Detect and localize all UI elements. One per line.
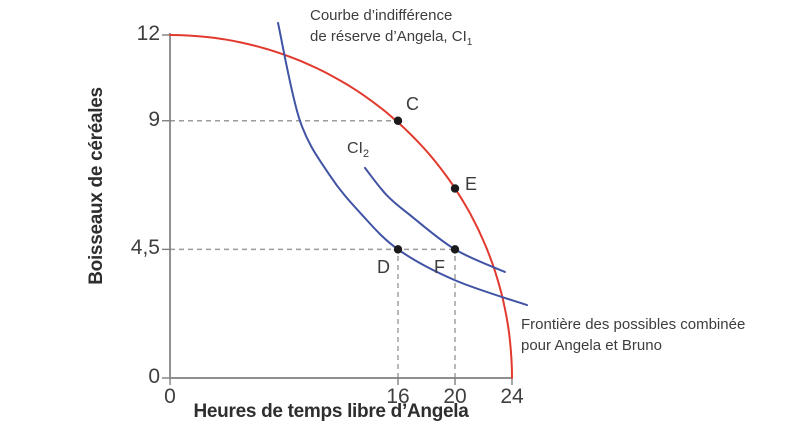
data-point-D: [393, 245, 403, 254]
x-axis-title: Heures de temps libre d’Angela: [193, 401, 469, 422]
annotation-ci1-sub: 1: [466, 37, 473, 48]
series-curve-frontier: [169, 34, 513, 379]
y-tick-label-12: 12: [136, 22, 160, 45]
x-tick-label-16: 16: [386, 385, 410, 408]
point-label-D: D: [377, 257, 390, 278]
y-tick-label-4,5: 4,5: [130, 236, 160, 260]
annotation-frontier: Frontière des possibles combinée pour An…: [521, 314, 745, 356]
y-tick-label-0: 0: [148, 365, 160, 388]
annotation-ci1-line1: Courbe d’indifférence: [310, 7, 453, 24]
annotation-frontier-line2: pour Angela et Bruno: [521, 337, 662, 354]
x-tick-label-0: 0: [164, 385, 176, 408]
point-label-F: F: [434, 257, 445, 278]
annotation-ci1: Courbe d’indifférence de réserve d’Angel…: [310, 5, 473, 48]
series-curve-ci1: [277, 21, 528, 307]
x-tick-label-24: 24: [500, 385, 524, 408]
y-tick-label-9: 9: [148, 107, 160, 131]
label-ci2: CI2: [347, 138, 370, 161]
label-ci2-text: CI: [347, 140, 363, 157]
annotation-ci1-line2: de réserve d’Angela, CI: [310, 28, 467, 45]
point-label-C: C: [406, 93, 419, 114]
data-point-F: [450, 245, 460, 254]
series-curve-ci2: [363, 166, 506, 273]
label-ci2-sub: 2: [363, 148, 370, 161]
data-point-E: [450, 184, 460, 193]
data-point-C: [393, 116, 403, 125]
x-tick-label-20: 20: [443, 385, 467, 408]
point-label-E: E: [465, 174, 478, 195]
annotation-frontier-line1: Frontière des possibles combinée: [521, 316, 746, 333]
